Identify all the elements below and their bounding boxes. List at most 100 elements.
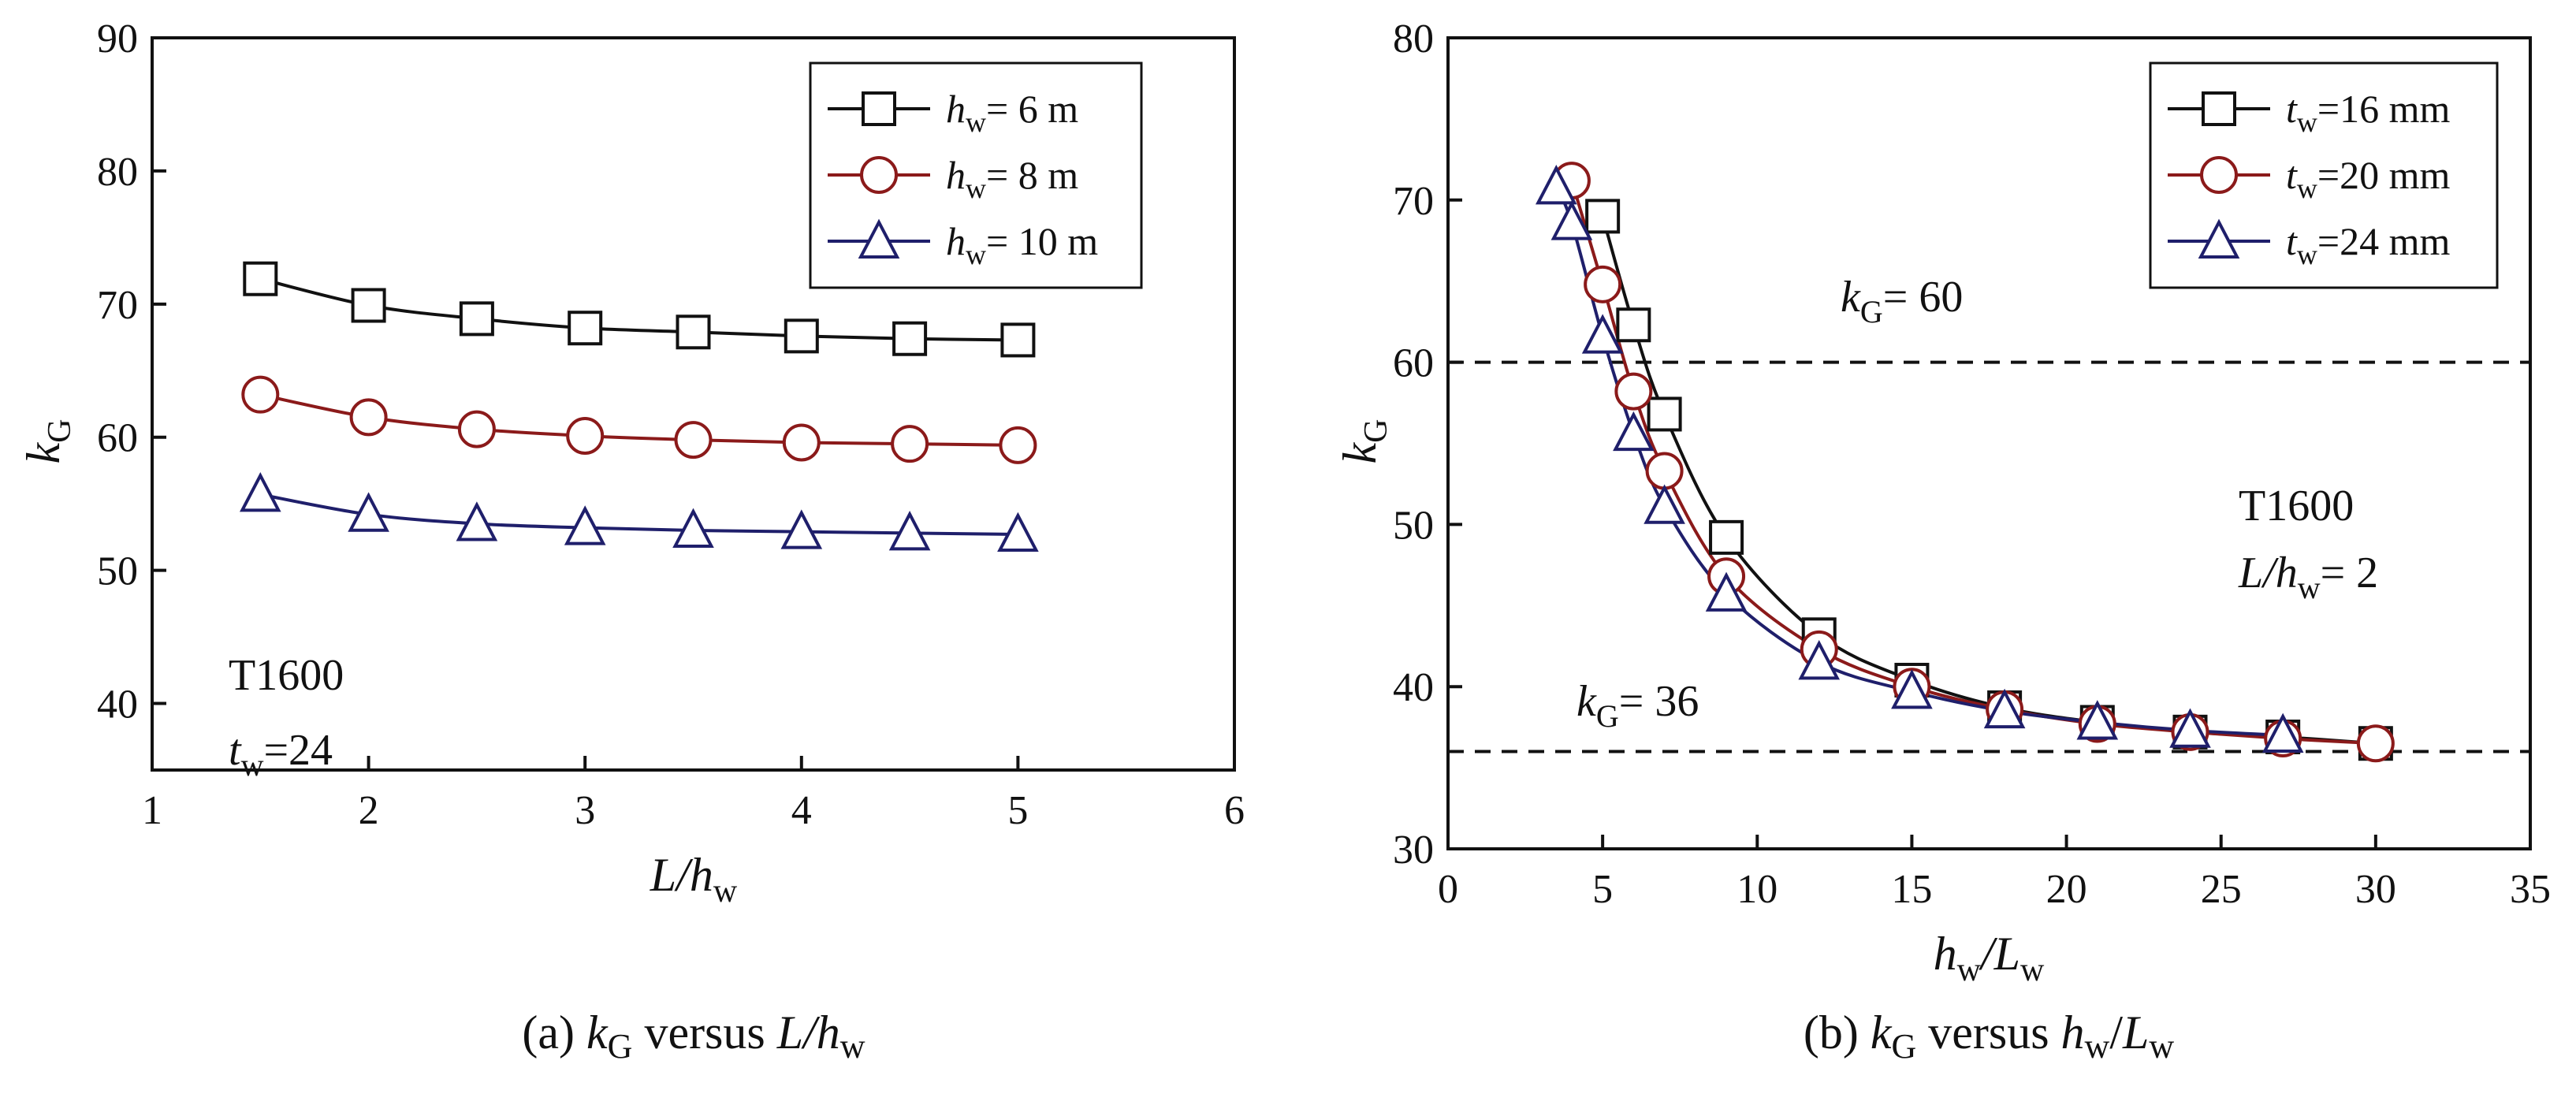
data-point-triangle [1705, 571, 1748, 612]
panel-a-y-label: kG [17, 419, 78, 464]
x-tick-label: 15 [1891, 867, 1932, 912]
data-point-circle [349, 398, 388, 437]
x-tick-label: 25 [2201, 867, 2242, 912]
data-point-triangle [1535, 165, 1577, 205]
legend-entry-label: hw= 10 m [946, 219, 1098, 270]
x-tick-label: 30 [2355, 867, 2396, 912]
panel-a-annotation-tw: tw=24 [229, 726, 333, 783]
data-point-square [351, 288, 386, 323]
y-tick-label: 70 [97, 283, 138, 328]
data-point-triangle [780, 509, 823, 549]
data-point-triangle [456, 501, 498, 541]
y-tick-label: 40 [1393, 665, 1434, 710]
y-tick-label: 60 [1393, 341, 1434, 386]
x-tick-label: 0 [1438, 867, 1458, 912]
y-tick-label: 30 [1393, 828, 1434, 872]
legend-entry-label: hw= 6 m [946, 87, 1078, 138]
data-point-circle [241, 375, 280, 414]
data-point-triangle [1613, 411, 1655, 452]
data-point-triangle [997, 512, 1039, 552]
panel-b-plot-frame [1446, 36, 2532, 850]
legend-marker-square [2202, 91, 2236, 126]
y-tick-label: 80 [1393, 17, 1434, 61]
panel-b-ref-label-60: kG= 60 [1841, 273, 1963, 329]
panel-a-plot-frame [151, 36, 1236, 772]
data-point-square [1585, 199, 1621, 234]
y-tick-label: 90 [97, 17, 138, 61]
legend-entry-label: tw=16 mm [2286, 87, 2450, 138]
x-tick-label: 5 [1592, 867, 1613, 912]
panel-a-x-label: L/hw [650, 849, 738, 910]
panel-a-y-ticks: 40 50 60 70 80 90 [97, 17, 166, 727]
data-point-circle [1584, 265, 1622, 303]
x-tick-label: 6 [1224, 788, 1245, 833]
panel-b-legend: tw=16 mm tw=20 mm tw=24 mm [2149, 61, 2499, 289]
data-point-triangle [1891, 669, 1933, 709]
panel-a-x-ticks: 1 2 3 4 5 6 [142, 756, 1245, 833]
data-point-square [1616, 307, 1651, 343]
panel-b-annotation-model: T1600 [2239, 482, 2354, 530]
panel-b-series [1535, 162, 2395, 763]
data-point-circle [891, 425, 929, 463]
data-point-circle [782, 423, 821, 462]
data-point-circle [1645, 452, 1684, 490]
data-point-triangle [1798, 640, 1841, 680]
data-point-circle [999, 426, 1037, 464]
data-point-triangle [1983, 688, 2026, 729]
legend-entry-label: tw=24 mm [2286, 219, 2450, 270]
x-tick-label: 1 [142, 788, 162, 833]
data-point-triangle [2076, 700, 2119, 740]
data-point-circle [2356, 724, 2395, 763]
data-point-square [568, 311, 603, 346]
y-tick-label: 70 [1393, 179, 1434, 224]
data-point-triangle [564, 505, 606, 545]
x-tick-label: 10 [1737, 867, 1778, 912]
series-line-0 [1601, 215, 2376, 746]
data-point-square [243, 261, 278, 296]
y-tick-label: 50 [97, 549, 138, 594]
panel-b-x-label: hw/Lw [1934, 928, 2045, 988]
data-point-triangle [1644, 484, 1685, 524]
data-point-square [459, 301, 494, 337]
panel-a-caption: (a) kG versus L/hw [522, 1006, 865, 1066]
data-point-square [1000, 322, 1036, 358]
panel-b-annotation-ratio: L/hw= 2 [2238, 549, 2378, 605]
panel-b-y-ticks: 30 40 50 60 70 80 [1393, 17, 1462, 872]
y-tick-label: 80 [97, 150, 138, 195]
data-point-square [892, 321, 928, 356]
legend-entry-label: tw=20 mm [2286, 153, 2450, 204]
data-point-triangle [888, 511, 931, 551]
panel-a-series [239, 261, 1039, 552]
legend-marker-triangle [858, 218, 900, 259]
legend-marker-triangle [2198, 218, 2240, 259]
data-point-circle [457, 410, 496, 448]
data-point-triangle [1550, 200, 1593, 240]
panel-b: 0 5 10 15 20 25 30 35 30 40 50 60 70 80 kG= 60 kG= 3… [1334, 17, 2551, 1066]
panel-a: 1 2 3 4 5 6 40 50 60 70 80 90 kG L/hw hw= 6 m hw= 8… [17, 17, 1245, 1066]
legend-entry-label: hw= 8 m [946, 153, 1078, 204]
y-tick-label: 50 [1393, 503, 1434, 548]
legend-marker-square [862, 91, 896, 126]
x-tick-label: 35 [2510, 867, 2551, 912]
x-tick-label: 5 [1007, 788, 1028, 833]
data-point-triangle [348, 492, 389, 532]
data-point-triangle [1581, 314, 1624, 354]
x-tick-label: 2 [359, 788, 379, 833]
data-point-square [784, 318, 819, 354]
data-point-triangle [2261, 712, 2304, 753]
data-point-triangle [239, 472, 281, 512]
data-point-circle [674, 421, 713, 459]
panel-b-caption: (b) kG versus hw/Lw [1804, 1006, 2175, 1066]
panel-b-ref-label-36: kG= 36 [1576, 677, 1699, 734]
panel-b-x-ticks: 0 5 10 15 20 25 30 35 [1438, 835, 2551, 912]
data-point-triangle [672, 508, 714, 548]
data-point-triangle [2169, 708, 2211, 748]
panel-a-legend: hw= 6 m hw= 8 m hw= 10 m [809, 61, 1143, 289]
legend-marker-circle [860, 156, 898, 194]
panel-a-annotation-model: T1600 [229, 651, 344, 700]
legend-marker-circle [2200, 156, 2238, 194]
panel-b-y-label: kG [1334, 419, 1394, 464]
data-point-square [1647, 396, 1682, 432]
data-point-circle [1614, 372, 1653, 411]
